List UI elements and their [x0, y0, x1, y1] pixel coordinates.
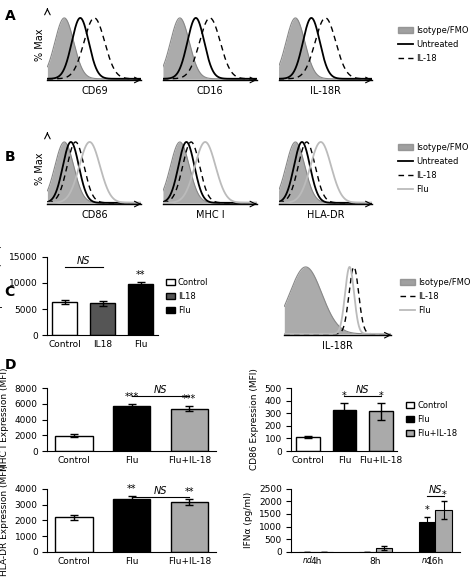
Legend: Isotype/FMO, IL-18, Flu: Isotype/FMO, IL-18, Flu: [400, 278, 471, 315]
X-axis label: IL-18R: IL-18R: [322, 340, 353, 351]
Text: nd: nd: [422, 555, 432, 565]
Text: **: **: [184, 487, 194, 497]
Text: NS: NS: [154, 486, 167, 496]
Text: **: **: [136, 269, 145, 279]
Bar: [55, 517, 92, 552]
Text: A: A: [5, 9, 16, 23]
Y-axis label: IFNα (pg/ml): IFNα (pg/ml): [244, 492, 253, 548]
Text: NS: NS: [154, 385, 167, 395]
Text: D: D: [5, 358, 16, 372]
Bar: [296, 437, 320, 451]
Bar: [128, 284, 153, 335]
Text: NS: NS: [428, 485, 442, 495]
X-axis label: CD69: CD69: [81, 86, 108, 96]
Legend: Isotype/FMO, Untreated, IL-18: Isotype/FMO, Untreated, IL-18: [398, 26, 469, 63]
Bar: [55, 436, 92, 451]
Bar: [369, 411, 392, 451]
Text: ***: ***: [182, 394, 196, 404]
Y-axis label: % Max: % Max: [35, 28, 45, 60]
Text: *: *: [425, 505, 429, 515]
Text: nd: nd: [302, 555, 312, 565]
Text: **: **: [127, 484, 137, 494]
Y-axis label: CD86 Expression (MFI): CD86 Expression (MFI): [250, 369, 259, 470]
X-axis label: HLA-DR: HLA-DR: [307, 210, 344, 220]
Bar: [333, 410, 356, 451]
Y-axis label: IL18R Expression (MFI): IL18R Expression (MFI): [0, 245, 3, 348]
X-axis label: CD86: CD86: [81, 210, 108, 220]
X-axis label: CD16: CD16: [197, 86, 223, 96]
X-axis label: MHC I: MHC I: [196, 210, 224, 220]
Bar: [113, 406, 150, 451]
Legend: Control, IL18, Flu: Control, IL18, Flu: [166, 278, 209, 315]
Legend: Control, Flu, Flu+IL-18: Control, Flu, Flu+IL-18: [406, 401, 457, 438]
Text: NS: NS: [356, 385, 369, 395]
Text: B: B: [5, 150, 15, 164]
Y-axis label: HLA-DR Expression (MFI): HLA-DR Expression (MFI): [0, 464, 9, 576]
Y-axis label: % Max: % Max: [35, 152, 45, 185]
Text: C: C: [5, 285, 15, 299]
Text: *: *: [342, 390, 347, 401]
X-axis label: IL-18R: IL-18R: [310, 86, 341, 96]
Text: NS: NS: [77, 256, 91, 266]
Bar: [113, 499, 150, 552]
Text: ***: ***: [125, 392, 139, 402]
Legend: Isotype/FMO, Untreated, IL-18, Flu: Isotype/FMO, Untreated, IL-18, Flu: [398, 143, 469, 194]
Bar: [171, 502, 208, 552]
Bar: [171, 409, 208, 451]
Text: *: *: [441, 490, 446, 500]
Text: *: *: [378, 392, 383, 402]
Bar: [419, 522, 436, 552]
Bar: [53, 302, 77, 335]
Bar: [375, 548, 392, 552]
Bar: [436, 510, 452, 552]
Y-axis label: MHC I Expression (MFI): MHC I Expression (MFI): [0, 368, 9, 471]
Bar: [91, 303, 115, 335]
